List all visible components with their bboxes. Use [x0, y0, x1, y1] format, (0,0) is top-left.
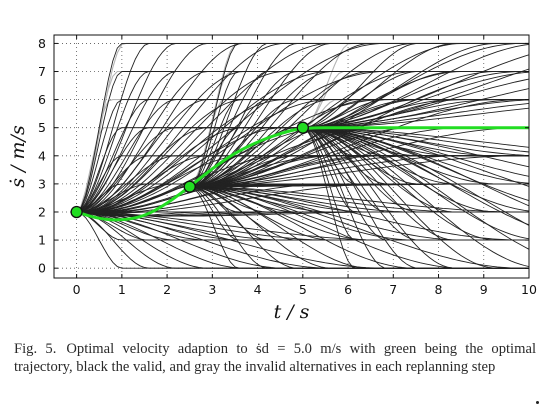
valid-trajectory: [302, 127, 529, 250]
x-tick-label: 9: [480, 282, 488, 297]
y-axis-label: ṡ / m/s: [7, 125, 29, 188]
valid-alternatives: [76, 42, 529, 269]
x-tick-label: 2: [163, 282, 171, 297]
optimal-trajectory-line: [75, 126, 529, 222]
replanning-point: [70, 205, 83, 219]
valid-trajectory: [302, 127, 529, 185]
valid-trajectory: [189, 42, 529, 188]
x-tick-label: 0: [73, 282, 81, 297]
y-tick-label: 4: [38, 148, 46, 163]
valid-trajectory: [302, 127, 529, 156]
replanning-point: [183, 180, 196, 193]
x-tick-label: 1: [118, 282, 126, 297]
replanning-point: [296, 121, 309, 134]
valid-trajectory: [302, 88, 529, 129]
x-tick-label: 3: [208, 282, 216, 297]
x-tick-label: 5: [299, 282, 307, 297]
y-tick-label: 6: [38, 92, 46, 107]
y-tick-label: 3: [38, 176, 46, 191]
page-mark: [536, 401, 539, 404]
valid-trajectory: [302, 127, 529, 268]
y-tick-label: 8: [38, 36, 46, 51]
y-tick-label: 2: [38, 204, 46, 219]
optimal-trajectory-group: [75, 126, 529, 222]
y-tick-label: 0: [38, 261, 46, 276]
valid-trajectory: [189, 99, 529, 188]
velocity-chart: 0 1 2 3 4 5 6 7 8 9 10 0 1 2 3 4 5 6 7 8 t / s ṡ / m/s: [7, 34, 537, 323]
valid-trajectory: [302, 43, 529, 129]
valid-trajectory: [189, 155, 529, 188]
x-tick-label: 10: [521, 282, 537, 297]
y-tick-label: 7: [38, 64, 46, 79]
valid-trajectory: [302, 127, 529, 184]
caption-text: Optimal velocity adaption to ṡd = 5.0 m/…: [14, 341, 536, 375]
valid-trajectory: [302, 68, 529, 129]
x-tick-label: 6: [344, 282, 352, 297]
figure-caption: Fig. 5. Optimal velocity adaption to ṡd =…: [14, 340, 536, 376]
figure: 0 1 2 3 4 5 6 7 8 9 10 0 1 2 3 4 5 6 7 8 t / s ṡ / m/s: [7, 34, 537, 323]
x-axis-label: t / s: [274, 301, 310, 323]
valid-trajectory: [302, 42, 529, 129]
x-tick-label: 7: [389, 282, 397, 297]
valid-trajectory: [302, 127, 529, 157]
x-tick-label: 8: [435, 282, 443, 297]
valid-trajectory: [189, 186, 529, 213]
x-tick-label: 4: [254, 282, 262, 297]
valid-trajectory: [302, 54, 529, 129]
y-tick-label: 5: [38, 120, 46, 135]
y-tick-label: 1: [38, 233, 46, 248]
caption-label: Fig. 5.: [14, 341, 57, 357]
